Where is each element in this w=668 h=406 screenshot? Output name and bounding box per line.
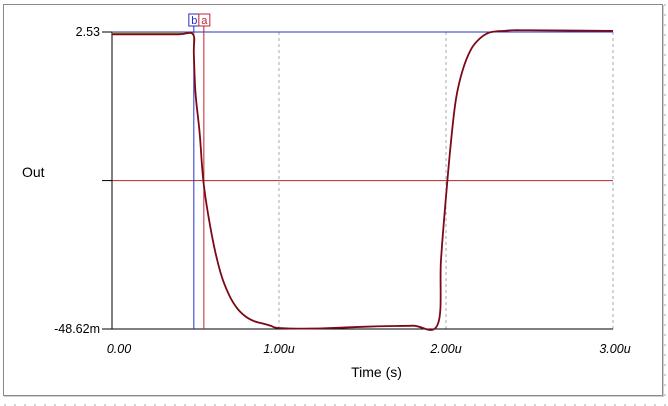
traces	[111, 29, 614, 331]
x-tick-label: 0.00	[107, 342, 131, 356]
cursor-b-label[interactable]: b	[191, 15, 197, 27]
grid-lines	[112, 31, 614, 329]
input-trace	[112, 32, 195, 63]
x-tick-label: 2.00u	[429, 342, 461, 356]
cursor-a-label[interactable]: a	[201, 15, 208, 27]
x-tick-label: 1.00u	[263, 342, 294, 356]
x-axis-label: Time (s)	[351, 364, 402, 380]
out-trace	[111, 29, 614, 331]
cursor-a-flag[interactable]	[198, 13, 211, 27]
y-tick-label: 2.53	[76, 25, 100, 39]
y-tick-label: -48.62m	[54, 322, 100, 336]
y-axis-label: Out	[22, 164, 45, 180]
tick-labels: 2.53 -48.62m 0.00 1.00u 2.00u 3.00u	[54, 25, 631, 356]
x-tick-label: 3.00u	[599, 342, 630, 356]
